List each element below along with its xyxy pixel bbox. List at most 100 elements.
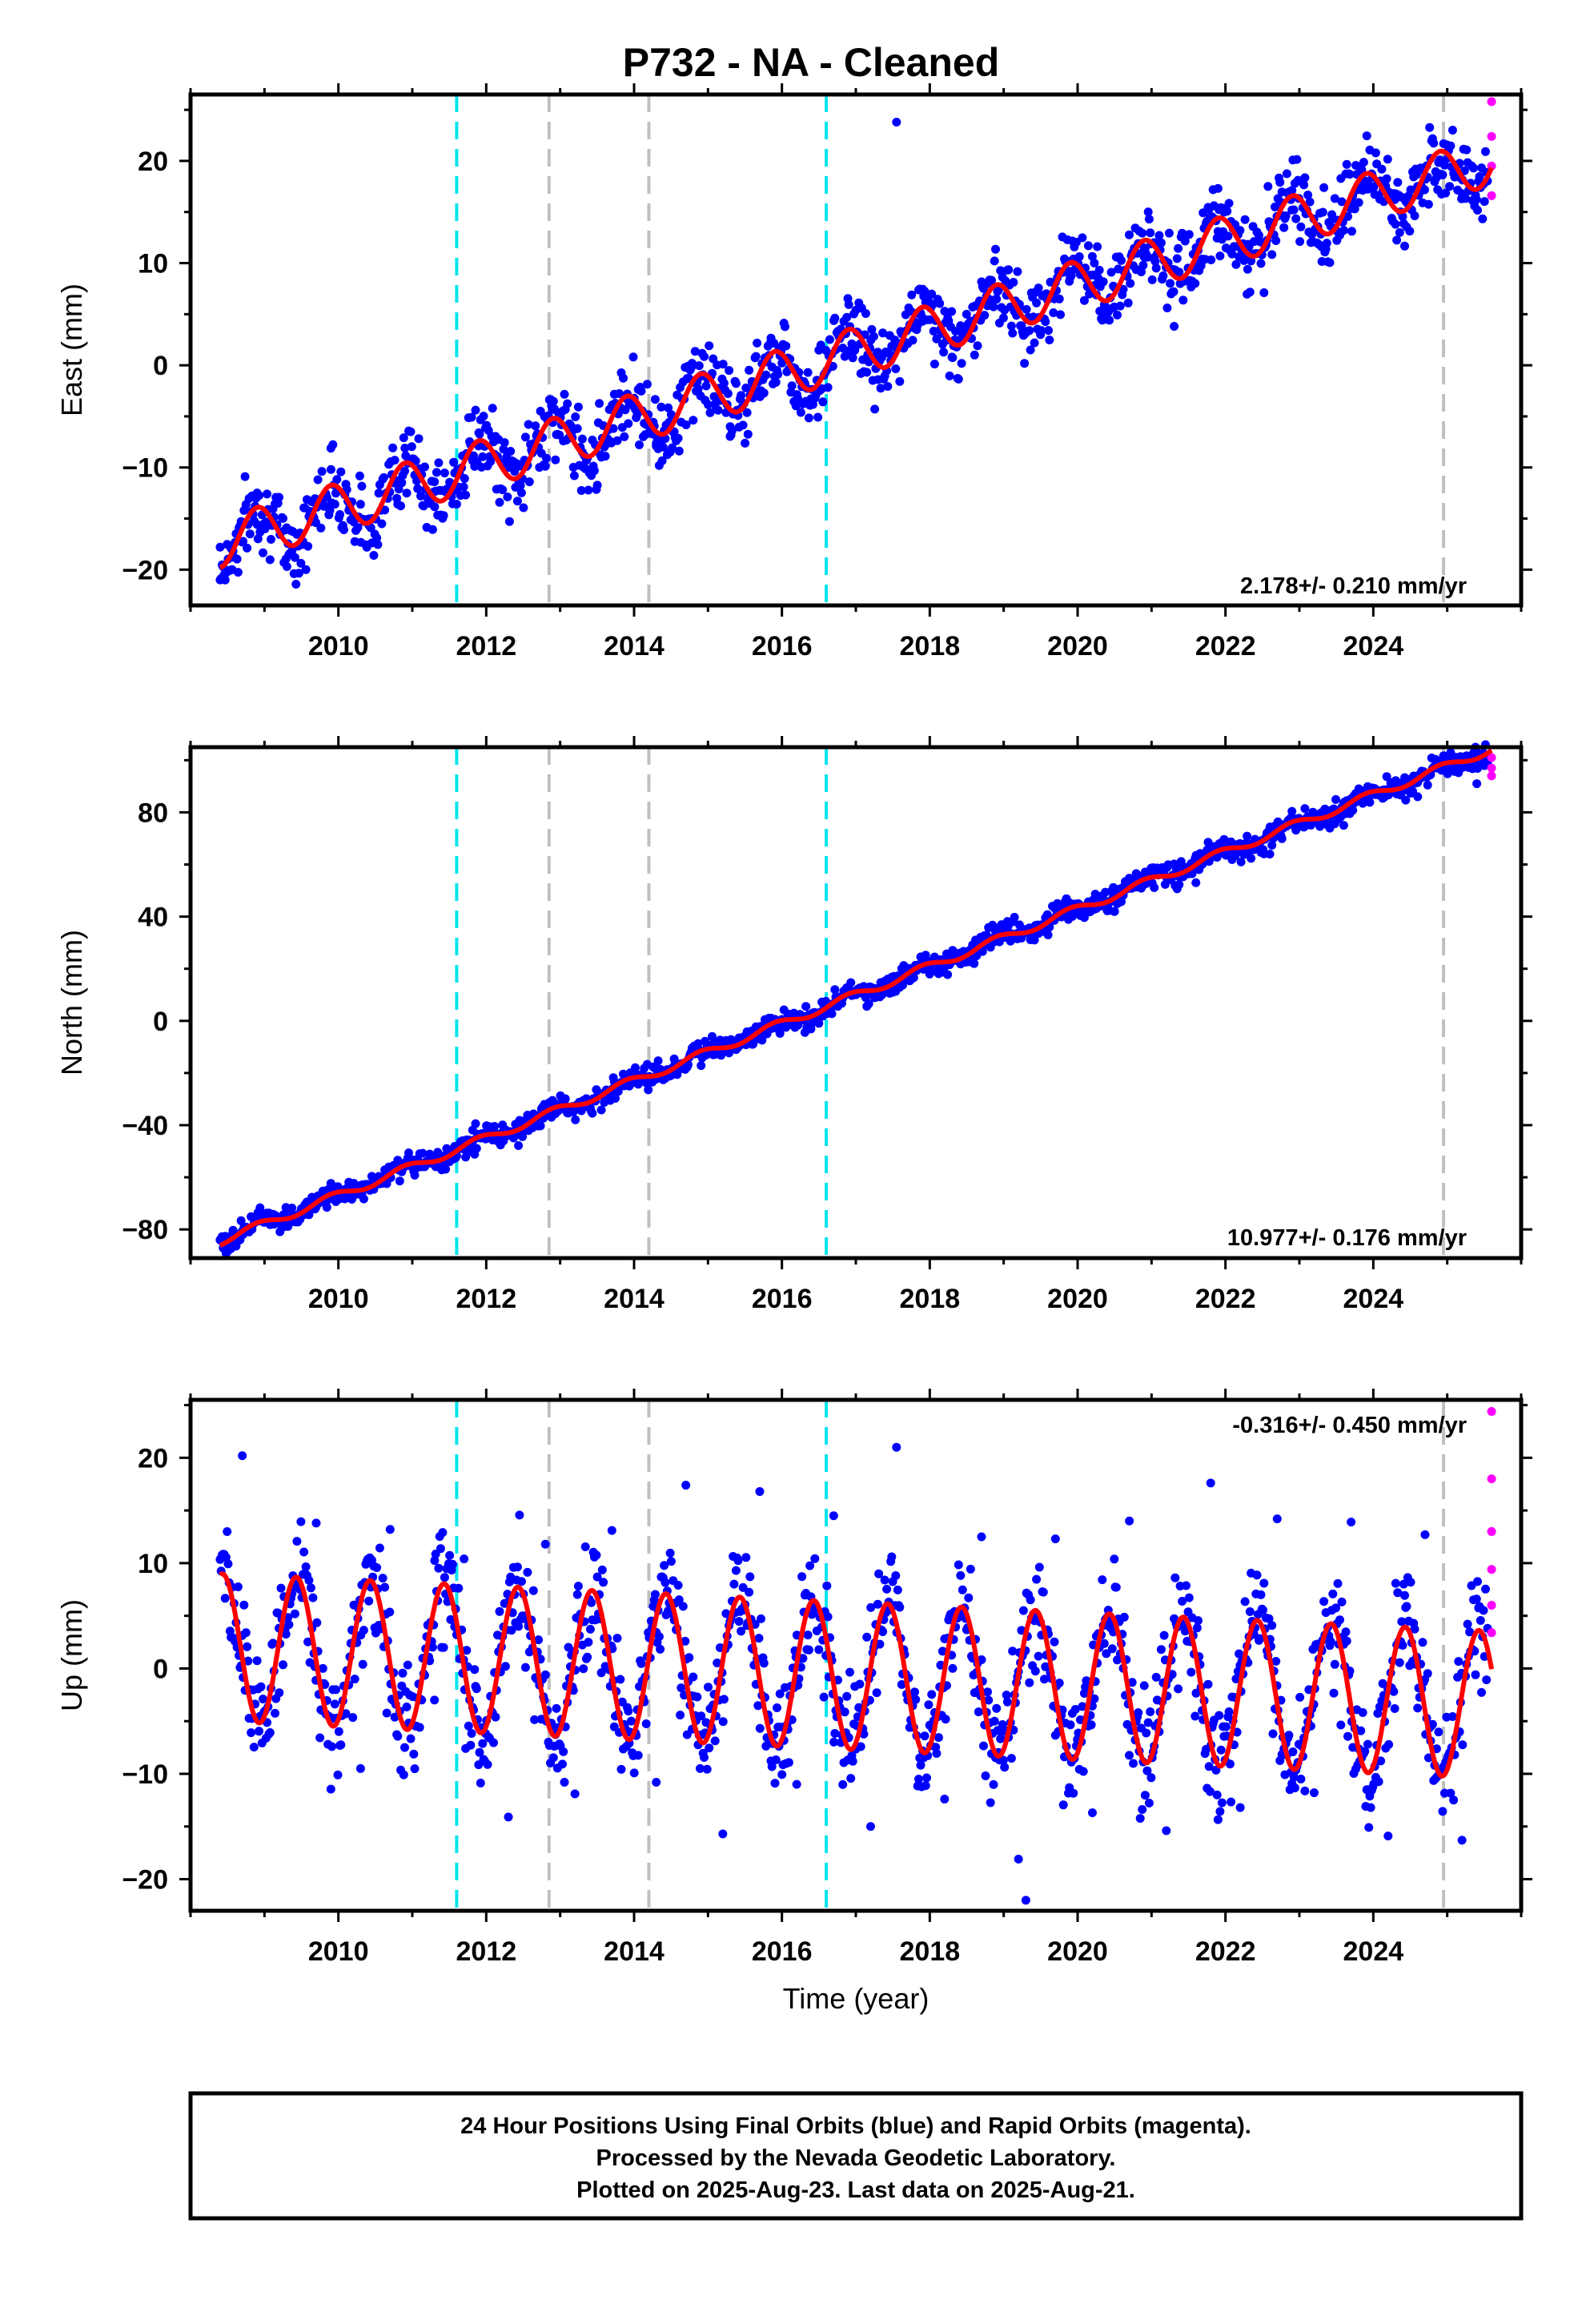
final-point bbox=[359, 1194, 368, 1204]
final-point bbox=[1146, 228, 1155, 238]
final-point bbox=[636, 1659, 646, 1668]
final-point bbox=[523, 1567, 532, 1577]
final-point bbox=[301, 565, 311, 574]
final-point bbox=[1178, 228, 1187, 238]
final-point bbox=[1049, 308, 1058, 317]
final-point bbox=[830, 313, 840, 323]
final-point bbox=[263, 489, 271, 499]
final-point bbox=[397, 478, 407, 488]
final-point bbox=[583, 1652, 592, 1662]
x-tick-label: 2020 bbox=[1047, 1936, 1108, 1967]
final-point bbox=[819, 1692, 829, 1702]
final-point bbox=[1243, 264, 1252, 274]
final-point bbox=[265, 1728, 275, 1737]
final-point bbox=[1026, 345, 1035, 355]
final-point bbox=[1423, 1669, 1432, 1679]
final-point bbox=[784, 1758, 793, 1767]
footer-line-2: Processed by the Nevada Geodetic Laborat… bbox=[596, 2145, 1116, 2171]
final-point bbox=[956, 1570, 966, 1580]
final-point bbox=[560, 389, 569, 399]
final-point bbox=[696, 391, 705, 400]
final-point bbox=[1359, 158, 1368, 167]
rapid-point bbox=[1487, 763, 1496, 773]
final-point bbox=[710, 1736, 720, 1746]
final-point bbox=[801, 1002, 811, 1011]
final-point bbox=[1212, 1790, 1222, 1799]
final-point bbox=[825, 335, 834, 344]
final-point bbox=[559, 1747, 568, 1756]
final-point bbox=[461, 490, 471, 500]
final-point bbox=[358, 1659, 367, 1669]
final-point bbox=[1119, 1612, 1129, 1622]
final-point bbox=[499, 444, 508, 454]
final-point bbox=[738, 420, 748, 430]
final-point bbox=[588, 1108, 597, 1118]
final-point bbox=[1066, 272, 1075, 282]
final-point bbox=[1162, 1826, 1171, 1835]
final-point bbox=[1471, 1670, 1480, 1679]
final-point bbox=[1002, 1697, 1012, 1707]
final-point bbox=[656, 402, 666, 412]
final-point bbox=[404, 1148, 413, 1158]
final-point bbox=[1454, 1657, 1464, 1667]
final-point bbox=[577, 434, 587, 444]
y-tick-labels: −20 −10 0 10 20 bbox=[122, 1443, 168, 1895]
final-point bbox=[883, 382, 893, 391]
final-point bbox=[676, 1711, 685, 1720]
final-point bbox=[439, 511, 448, 521]
final-point bbox=[1279, 223, 1289, 232]
final-point bbox=[332, 475, 342, 485]
final-point bbox=[350, 1675, 359, 1684]
x-tick-label: 2022 bbox=[1195, 1284, 1256, 1314]
footer-line-1: 24 Hour Positions Using Final Orbits (bl… bbox=[460, 2113, 1251, 2139]
x-tick-label: 2016 bbox=[752, 1284, 813, 1314]
final-point bbox=[430, 477, 440, 487]
final-point bbox=[927, 1690, 937, 1699]
final-point bbox=[377, 519, 387, 529]
final-point bbox=[395, 1176, 404, 1186]
final-point bbox=[243, 1642, 252, 1651]
x-tick-label: 2018 bbox=[900, 1936, 961, 1967]
final-point bbox=[296, 558, 306, 568]
final-point bbox=[973, 341, 982, 351]
y-tick-label: −40 bbox=[122, 1111, 168, 1141]
final-point bbox=[311, 1518, 321, 1528]
final-point bbox=[689, 416, 698, 425]
final-point bbox=[579, 1664, 588, 1674]
final-point bbox=[1041, 317, 1050, 327]
final-point bbox=[256, 1682, 266, 1691]
y-tick-labels: −20 −10 0 10 20 bbox=[122, 147, 168, 585]
final-point bbox=[1021, 327, 1030, 336]
rapid-point bbox=[1487, 1474, 1496, 1484]
final-point bbox=[688, 359, 697, 368]
final-point bbox=[1004, 265, 1014, 275]
x-tick-label: 2024 bbox=[1343, 1284, 1404, 1314]
final-points bbox=[215, 117, 1492, 589]
final-point bbox=[823, 1612, 833, 1622]
final-point bbox=[1292, 155, 1302, 164]
final-point bbox=[335, 510, 344, 519]
final-point bbox=[380, 1582, 390, 1592]
final-point bbox=[331, 1685, 340, 1695]
final-point bbox=[1174, 267, 1184, 277]
x-tick-label: 2014 bbox=[604, 1284, 665, 1314]
final-point bbox=[1125, 1751, 1134, 1760]
final-point bbox=[723, 389, 733, 398]
final-point bbox=[284, 1620, 294, 1630]
final-point bbox=[500, 1662, 510, 1671]
final-point bbox=[414, 434, 424, 444]
final-point bbox=[1319, 1597, 1329, 1606]
final-point bbox=[678, 1602, 688, 1611]
final-point bbox=[402, 1703, 412, 1711]
final-point bbox=[1309, 1788, 1319, 1798]
x-tick-label: 2010 bbox=[308, 1936, 369, 1967]
final-point bbox=[719, 379, 729, 388]
final-point bbox=[991, 294, 1001, 304]
final-point bbox=[895, 376, 905, 386]
final-point bbox=[1008, 328, 1018, 338]
final-point bbox=[1295, 1692, 1305, 1702]
final-point bbox=[1449, 1795, 1459, 1805]
final-point bbox=[624, 419, 633, 428]
final-point bbox=[498, 485, 508, 495]
final-point bbox=[260, 524, 270, 533]
